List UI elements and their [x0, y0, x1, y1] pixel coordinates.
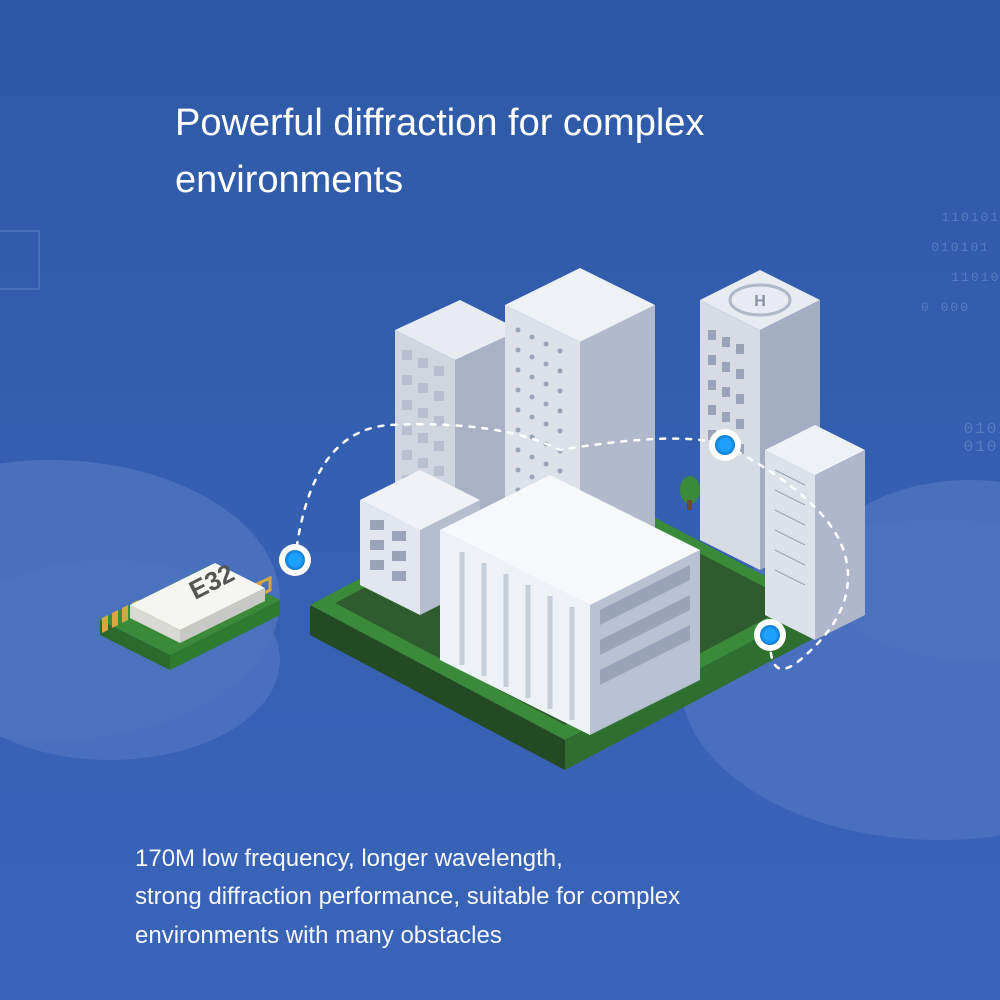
tree-icon	[680, 476, 700, 510]
building-right-low	[765, 425, 865, 640]
signal-dot-end	[754, 619, 786, 651]
signal-dot-mid	[709, 429, 741, 461]
svg-text:H: H	[754, 293, 766, 310]
signal-dot-origin	[279, 544, 311, 576]
isometric-scene: H	[0, 0, 1000, 1000]
chip-module: E32	[100, 558, 280, 670]
